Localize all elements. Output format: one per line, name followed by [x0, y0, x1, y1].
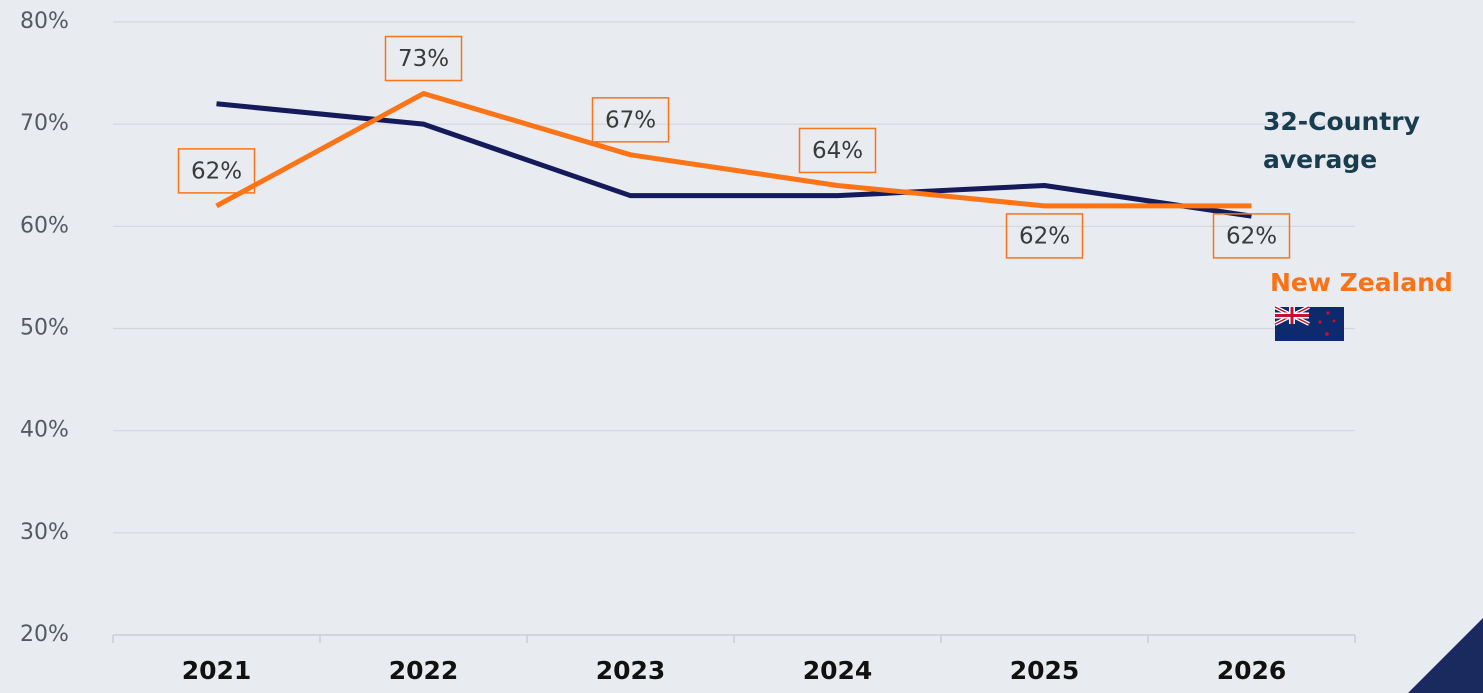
flag: [1274, 305, 1344, 341]
value-label-box: [1005, 213, 1084, 259]
line-series: [215, 91, 1252, 209]
x-tick-label: 2022: [389, 656, 459, 685]
value-label: 67%: [605, 107, 656, 133]
y-tick-label: 50%: [20, 316, 69, 341]
x-tick-label: 2025: [1010, 656, 1080, 685]
corner-triangle: [1408, 618, 1483, 693]
value-label-box: [177, 148, 256, 194]
value-label: 73%: [398, 46, 449, 72]
value-label: 62%: [1226, 223, 1277, 249]
value-label: 64%: [812, 138, 863, 164]
value-label-box: [591, 97, 670, 143]
legend-label: New Zealand: [1270, 268, 1453, 297]
value-label: 62%: [1019, 223, 1070, 249]
y-tick-label: 60%: [20, 213, 69, 238]
value-label-box: [798, 127, 877, 174]
x-tick-label: 2021: [182, 656, 252, 685]
y-tick-label: 70%: [20, 111, 69, 136]
y-tick-label: 80%: [20, 9, 69, 34]
x-tick-label: 2026: [1217, 656, 1287, 685]
legend-label: 32-Country average: [1263, 107, 1420, 174]
y-tick-label: 40%: [20, 418, 69, 443]
line-series: [216, 101, 1252, 219]
value-label-box: [384, 35, 463, 82]
value-label-box: [1212, 213, 1291, 259]
plot: 20% 30% 40% 50% 60% 70% 80% 2021 2022 2023 2024 202…: [20, 9, 1356, 685]
x-tick-label: 2023: [596, 656, 666, 685]
x-tick-label: 2024: [803, 656, 873, 685]
y-tick-label: 20%: [20, 622, 69, 647]
y-tick-label: 30%: [20, 520, 69, 545]
value-label: 62%: [191, 158, 242, 184]
